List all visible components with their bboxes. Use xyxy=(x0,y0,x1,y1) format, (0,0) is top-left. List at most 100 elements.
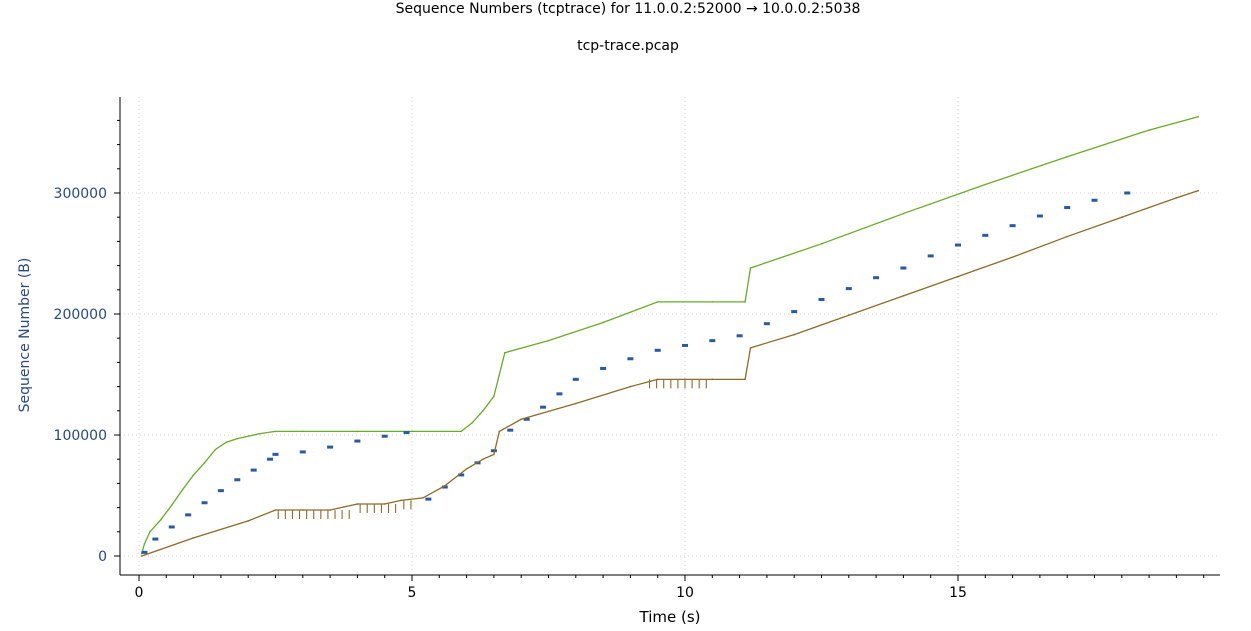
segment-marker xyxy=(185,513,192,517)
series-0-point xyxy=(247,435,249,438)
series-2-point xyxy=(465,468,468,470)
segment-marker xyxy=(572,377,579,381)
segment-marker xyxy=(927,254,934,258)
segment-marker xyxy=(381,434,388,438)
y-tick-label: 200000 xyxy=(54,307,107,323)
series-0-point xyxy=(225,441,228,444)
series-0-point xyxy=(181,488,184,491)
segment-marker xyxy=(425,497,432,501)
series-0-point xyxy=(356,430,359,433)
series-0-point xyxy=(504,351,506,354)
series-0-point xyxy=(411,430,413,433)
segment-marker xyxy=(327,445,334,449)
chart-title: Sequence Numbers (tcptrace) for 11.0.0.2… xyxy=(396,1,861,17)
segment-marker xyxy=(141,550,148,554)
series-line-2 xyxy=(141,189,1199,557)
series-0-point xyxy=(984,183,987,186)
series-2-point xyxy=(629,385,632,388)
y-axis-label: Sequence Number (B) xyxy=(17,258,33,413)
series-2-point xyxy=(1175,197,1178,199)
segment-marker xyxy=(540,405,547,409)
x-tick-label: 15 xyxy=(949,585,967,601)
series-2-point xyxy=(793,333,795,336)
series-0-point xyxy=(214,448,217,451)
series-0-point xyxy=(302,430,304,433)
series-0-point xyxy=(1197,115,1200,118)
series-2-point xyxy=(493,453,495,456)
segment-marker xyxy=(490,449,497,453)
segment-marker xyxy=(1091,198,1098,202)
series-0-point xyxy=(493,395,495,398)
segment-marker xyxy=(600,366,607,370)
segment-marker xyxy=(982,233,989,237)
series-2-point xyxy=(356,503,359,505)
series-0-point xyxy=(274,430,277,433)
segment-marker xyxy=(736,334,743,338)
segment-marker xyxy=(441,485,448,489)
chart-subtitle: tcp-trace.pcap xyxy=(577,38,679,54)
series-2-point xyxy=(575,402,577,405)
segment-marker xyxy=(791,310,798,314)
series-2-point xyxy=(302,509,304,511)
grid-lines xyxy=(120,97,1220,573)
series-0-point xyxy=(749,267,752,269)
series-2-point xyxy=(274,509,277,511)
series-0-point xyxy=(602,321,604,324)
segment-marker xyxy=(354,439,361,443)
segment-marker xyxy=(1036,214,1043,218)
segment-marker xyxy=(763,322,770,326)
series-0-point xyxy=(143,543,146,545)
segment-marker xyxy=(168,525,175,529)
series-0-point xyxy=(656,301,659,303)
series-0-point xyxy=(170,504,173,506)
segment-marker xyxy=(627,357,634,361)
segment-marker xyxy=(523,417,530,421)
series-2-point xyxy=(1066,235,1068,238)
y-tick-label: 300000 xyxy=(54,186,107,202)
segment-marker xyxy=(1124,191,1131,195)
segment-marker xyxy=(217,489,224,493)
segment-marker xyxy=(250,468,257,472)
series-2-point xyxy=(744,378,746,381)
series-2-point xyxy=(443,485,446,487)
series-2-point xyxy=(140,555,143,557)
segment-marker xyxy=(299,450,306,454)
segment-marker xyxy=(900,266,907,270)
segment-marker xyxy=(272,452,279,456)
series-0-point xyxy=(160,518,162,521)
series-0-point xyxy=(149,531,151,533)
x-tick-label: 10 xyxy=(676,585,694,601)
segment-marker xyxy=(818,297,825,301)
series-2-point xyxy=(247,520,249,522)
x-tick-label: 5 xyxy=(408,585,417,601)
segment-marker xyxy=(1064,206,1071,210)
segment-marker xyxy=(873,276,880,280)
series-0-point xyxy=(1066,155,1068,158)
segment-marker xyxy=(152,537,159,541)
series-layer xyxy=(140,115,1200,557)
segment-marker xyxy=(267,457,274,461)
x-tick-label: 0 xyxy=(135,585,144,601)
series-0-point xyxy=(902,212,905,215)
y-tick-label: 0 xyxy=(98,549,107,565)
series-2-point xyxy=(422,497,424,499)
series-2-point xyxy=(482,458,484,461)
series-0-point xyxy=(203,462,206,464)
x-axis-label: Time (s) xyxy=(639,608,701,626)
series-0-point xyxy=(482,410,484,412)
segment-marker xyxy=(234,478,241,482)
series-0-point xyxy=(460,430,462,433)
segment-marker xyxy=(1009,224,1016,228)
series-0-point xyxy=(192,474,195,476)
series-0-point xyxy=(258,432,260,435)
series-2-point xyxy=(192,537,195,539)
segment-marker xyxy=(556,392,563,396)
series-0-point xyxy=(744,301,746,303)
segment-marker xyxy=(458,473,465,477)
series-0-point xyxy=(236,437,239,440)
series-2-point xyxy=(1197,189,1200,192)
segment-marker xyxy=(955,243,961,247)
y-tick-label: 100000 xyxy=(54,428,107,444)
series-2-point xyxy=(498,430,501,433)
